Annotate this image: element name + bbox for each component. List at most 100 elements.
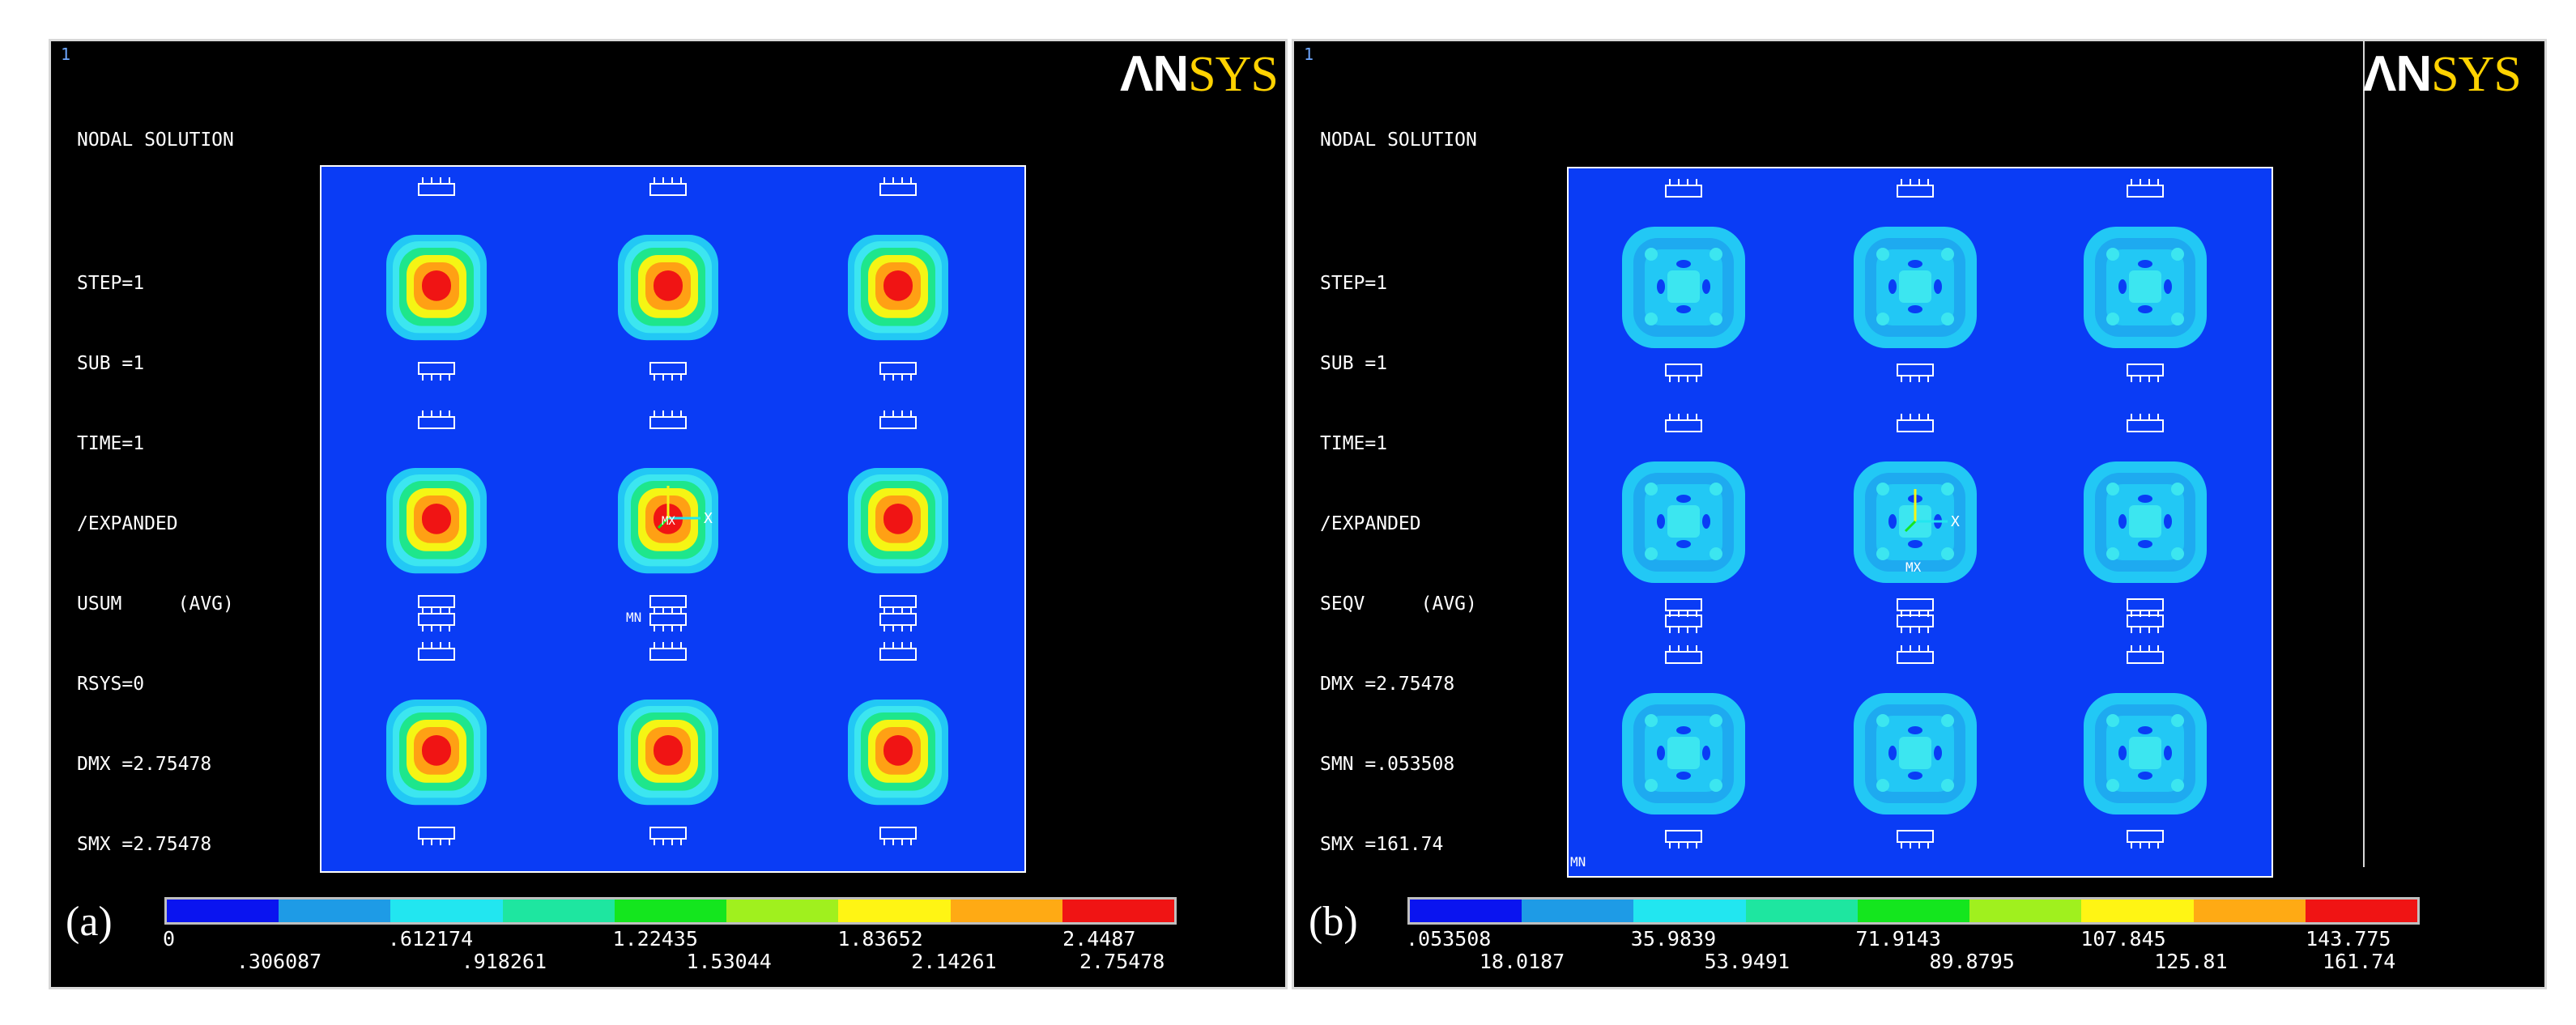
- info-line: DMX =2.75478: [77, 754, 212, 775]
- panel-tag: (b): [1309, 899, 1358, 945]
- min-marker: MN: [1570, 854, 1586, 870]
- constraint-symbol: [649, 642, 687, 661]
- contour-graphics: X MN MX: [1570, 179, 2207, 870]
- constraint-symbol: [418, 410, 455, 429]
- colorbar-label: 35.9839: [1630, 927, 1717, 951]
- info-line: SMX =2.75478: [77, 834, 212, 855]
- displacement-blob: [618, 468, 718, 574]
- constraint-symbol: [2127, 615, 2164, 633]
- contour-graphics: X MN MX: [386, 177, 948, 845]
- info-line: TIME=1: [1320, 433, 1388, 454]
- info-line: SMN =.053508: [1320, 754, 1455, 775]
- constraint-symbol: [649, 362, 687, 381]
- constraint-symbol: [2127, 414, 2164, 432]
- info-line: SUB =1: [77, 353, 145, 374]
- divider: [2363, 41, 2365, 867]
- panel-tag: (a): [66, 899, 113, 945]
- colorbar-segment: [502, 900, 615, 922]
- colorbar-label: 2.4487: [1062, 927, 1136, 951]
- constraint-symbol: [2127, 364, 2164, 382]
- colorbar-label: 161.74: [2323, 950, 2396, 973]
- displacement-blob: [848, 235, 948, 341]
- constraint-symbol: [1897, 364, 1934, 382]
- colorbar-label: 53.9491: [1704, 950, 1790, 973]
- colorbar-segment: [1633, 900, 1746, 922]
- displacement-blob: [848, 700, 948, 806]
- colorbar-segment: [2193, 900, 2306, 922]
- window-number: 1: [1304, 45, 1314, 64]
- colorbar-label: .053508: [1406, 927, 1492, 951]
- colorbar-label: 71.9143: [1855, 927, 1941, 951]
- colorbar: [1407, 897, 2420, 925]
- info-line: NODAL SOLUTION: [1320, 130, 1477, 151]
- constraint-symbol: [879, 827, 917, 845]
- contour-plot: X MN MX: [320, 165, 1026, 873]
- colorbar-label: .612174: [387, 927, 474, 951]
- constraint-symbol: [879, 410, 917, 429]
- info-line: SMX =161.74: [1320, 834, 1444, 855]
- info-line: STEP=1: [77, 273, 145, 294]
- colorbar-segment: [838, 900, 951, 922]
- info-line: RSYS=0: [77, 674, 145, 695]
- info-line: USUM (AVG): [77, 593, 234, 615]
- constraint-symbol: [1665, 598, 1702, 617]
- colorbar-segment: [1522, 900, 1634, 922]
- info-line: STEP=1: [1320, 273, 1388, 294]
- constraint-symbol: [879, 595, 917, 614]
- constraint-symbol: [2127, 598, 2164, 617]
- info-line: SEQV (AVG): [1320, 593, 1477, 615]
- constraint-symbol: [879, 177, 917, 196]
- colorbar-label: 0: [163, 927, 176, 951]
- window-number: 1: [61, 45, 71, 64]
- stress-pattern: [1854, 693, 1977, 814]
- info-line: TIME=1: [77, 433, 145, 454]
- constraint-symbol: [2127, 179, 2164, 198]
- stress-pattern: [2084, 227, 2207, 348]
- colorbar-label: 1.22435: [612, 927, 698, 951]
- constraint-symbol: [649, 613, 687, 632]
- colorbar-label: .918261: [461, 950, 547, 973]
- info-block: NODAL SOLUTION STEP=1 SUB =1 TIME=1 /EXP…: [1320, 74, 1477, 912]
- constraint-symbol: [418, 177, 455, 196]
- colorbar-segment: [1969, 900, 2082, 922]
- info-line: DMX =2.75478: [1320, 674, 1455, 695]
- displacement-blob: [386, 700, 487, 806]
- colorbar-segment: [1410, 900, 1522, 922]
- colorbar-segment: [2081, 900, 2194, 922]
- displacement-blob: [618, 700, 718, 806]
- ansys-logo: ΛNSYS: [1120, 46, 1279, 102]
- info-line: NODAL SOLUTION: [77, 130, 234, 151]
- constraint-symbol: [879, 642, 917, 661]
- panel-displacement: 1 NODAL SOLUTION STEP=1 SUB =1 TIME=1 /E…: [49, 39, 1288, 989]
- coordinate-triad: [1904, 489, 1948, 533]
- constraint-symbol: [1665, 830, 1702, 848]
- info-block: NODAL SOLUTION STEP=1 SUB =1 TIME=1 /EXP…: [77, 74, 234, 912]
- constraint-symbol: [1897, 414, 1934, 432]
- info-line: SUB =1: [1320, 353, 1388, 374]
- colorbar-label: 89.8795: [1929, 950, 2015, 973]
- constraint-symbol: [1665, 364, 1702, 382]
- constraint-symbol: [1897, 615, 1934, 633]
- colorbar-label: 143.775: [2306, 927, 2391, 951]
- constraint-symbol: [1665, 615, 1702, 633]
- axis-label-x: X: [1951, 513, 1960, 530]
- constraint-symbol: [1665, 414, 1702, 432]
- constraint-symbol: [879, 362, 917, 381]
- constraint-symbol: [2127, 830, 2164, 848]
- constraint-symbol: [418, 362, 455, 381]
- colorbar-segment: [1857, 900, 1970, 922]
- constraint-symbol: [1665, 179, 1702, 198]
- colorbar-label: .306087: [236, 950, 322, 973]
- info-line: /EXPANDED: [77, 513, 178, 534]
- coordinate-triad: [657, 486, 700, 530]
- constraint-symbol: [1665, 645, 1702, 664]
- colorbar-segment: [167, 900, 279, 922]
- colorbar-segment: [279, 900, 391, 922]
- displacement-blob: [618, 235, 718, 341]
- colorbar-label: 107.845: [2080, 927, 2166, 951]
- colorbar-segment: [390, 900, 503, 922]
- axis-label-x: X: [704, 510, 713, 527]
- colorbar-label: 2.75478: [1079, 950, 1165, 973]
- constraint-symbol: [649, 595, 687, 614]
- stress-pattern: [1854, 227, 1977, 348]
